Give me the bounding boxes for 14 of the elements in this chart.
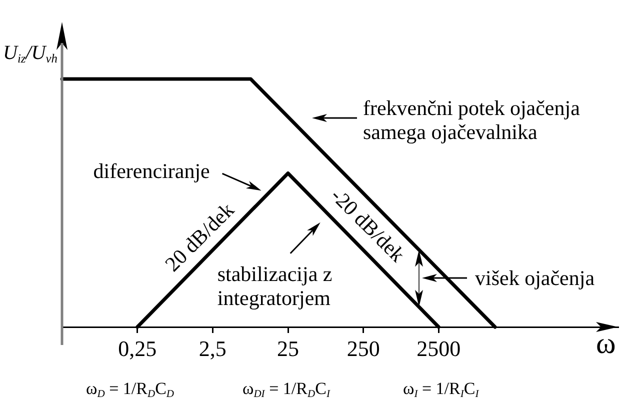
text: ω$_{D}$ = 1/R$_{D}$C$_{D}$ (86, 379, 174, 400)
x-tick-label: 2500 (416, 336, 461, 361)
text: ω$_{DI}$ = 1/R$_{D}$C$_{I}$ (242, 379, 330, 400)
y-axis-title: U$_{iz}$/U$_{vh}$ (3, 41, 58, 66)
x-tick-label: 0,25 (118, 336, 157, 361)
x-tick-label: 2,5 (198, 336, 226, 361)
x-tick-label: 250 (346, 336, 380, 361)
text: ω$_{I}$ = 1/R$_{I}$C$_{I}$ (403, 379, 479, 400)
annotation: višek ojačenja (475, 266, 595, 290)
annotation: frekvenčni potek ojačenja samega ojačevalnika (363, 96, 581, 144)
x-tick-label: 25 (277, 336, 300, 361)
annotation: diferenciranje (93, 158, 210, 183)
annotation: stabilizacija z integratorjem (217, 262, 334, 310)
x-axis-title: ω (596, 327, 616, 360)
